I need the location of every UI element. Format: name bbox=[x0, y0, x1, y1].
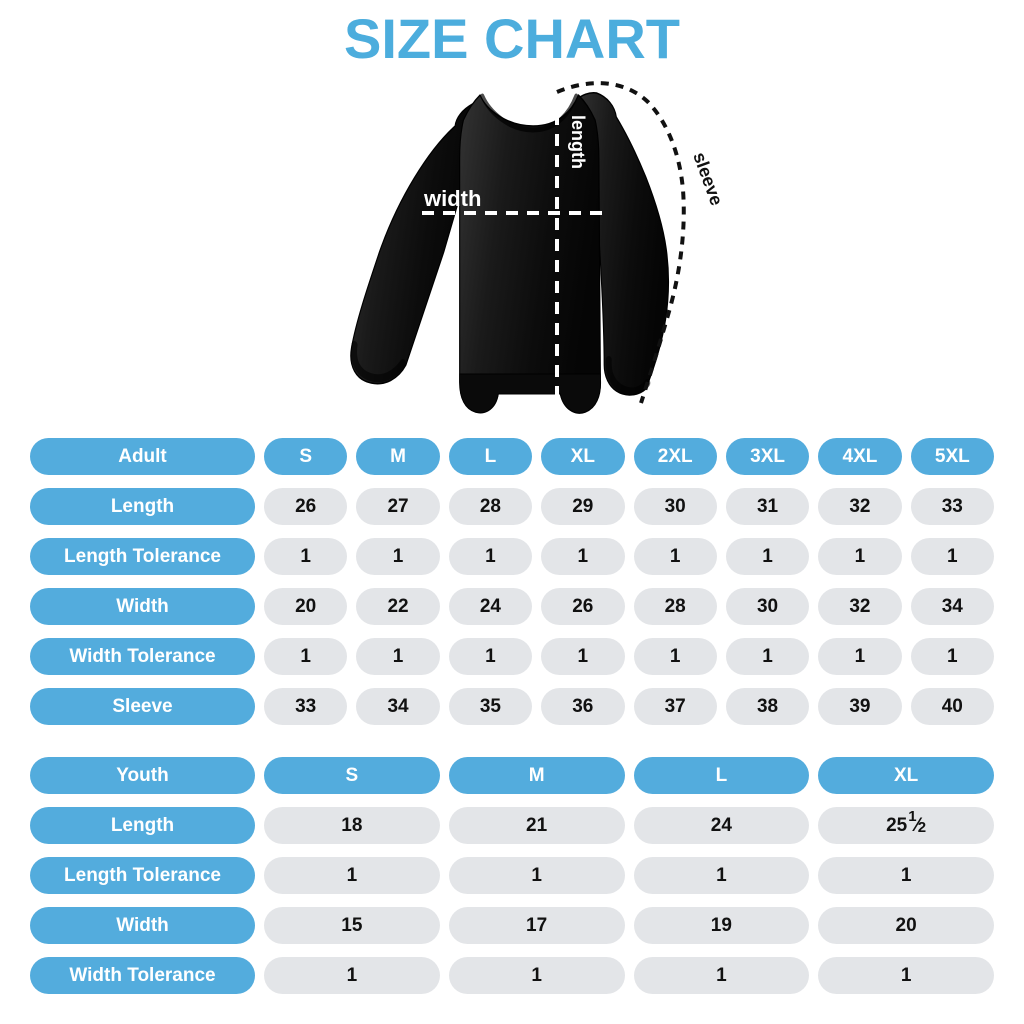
svg-text:sleeve: sleeve bbox=[689, 150, 727, 209]
svg-text:length: length bbox=[568, 115, 588, 169]
svg-text:width: width bbox=[423, 186, 481, 211]
